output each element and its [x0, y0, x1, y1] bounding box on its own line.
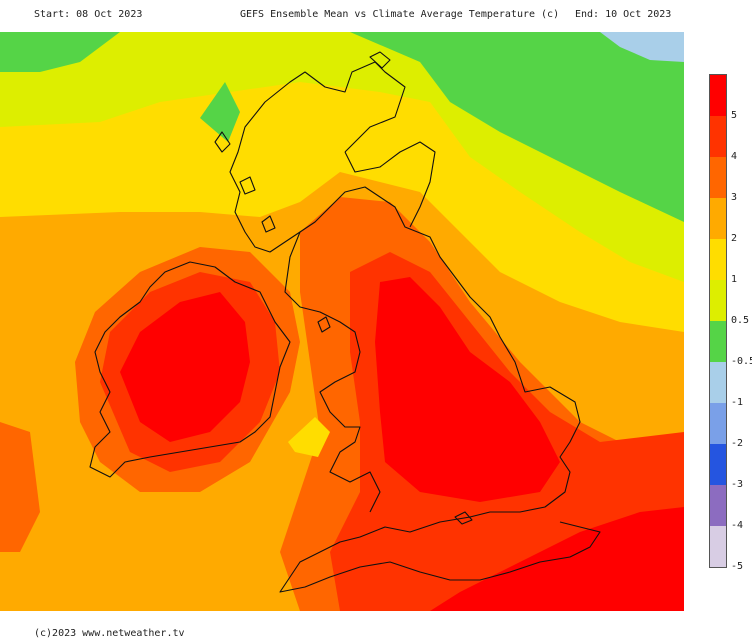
legend-tick-label: -5	[731, 561, 744, 572]
anomaly-patch-green-small	[200, 82, 240, 142]
color-scale-legend	[709, 74, 727, 568]
anomaly-band-5-plus-west	[120, 292, 250, 442]
legend-color-swatch	[710, 362, 726, 403]
coastline	[89, 51, 601, 593]
legend-tick-label: 4	[731, 151, 738, 162]
legend-color-swatch	[710, 526, 726, 567]
anomaly-band-3-4-sw	[0, 422, 40, 552]
legend-tick-label: -4	[731, 520, 744, 531]
legend-color-swatch	[710, 239, 726, 280]
legend-color-swatch	[710, 321, 726, 362]
anomaly-band-neg0.5-0.5	[0, 32, 684, 222]
legend-color-swatch	[710, 485, 726, 526]
legend-color-swatch	[710, 198, 726, 239]
legend-color-swatch	[710, 116, 726, 157]
legend-color-swatch	[710, 444, 726, 485]
end-date-label: End: 10 Oct 2023	[575, 9, 672, 20]
legend-tick-label: -1	[731, 397, 744, 408]
legend-tick-label: 2	[731, 233, 738, 244]
legend-tick-label: 5	[731, 110, 738, 121]
legend-tick-label: -0.5	[731, 356, 752, 367]
legend-color-swatch	[710, 157, 726, 198]
chart-title: GEFS Ensemble Mean vs Climate Average Te…	[240, 9, 560, 20]
legend-tick-label: 0.5	[731, 315, 750, 326]
anomaly-patch-yellow-small	[288, 417, 330, 457]
legend-tick-label: -3	[731, 479, 744, 490]
anomaly-band-5-plus-east	[375, 277, 560, 502]
legend-color-swatch	[710, 280, 726, 321]
legend-tick-label: 3	[731, 192, 738, 203]
legend-tick-label: 1	[731, 274, 738, 285]
start-date-label: Start: 08 Oct 2023	[34, 9, 143, 20]
temperature-anomaly-map	[0, 32, 684, 611]
anomaly-band-neg1-neg0.5	[600, 32, 684, 62]
legend-color-swatch	[710, 75, 726, 116]
copyright-footer: (c)2023 www.netweather.tv	[34, 628, 185, 639]
legend-color-swatch	[710, 403, 726, 444]
legend-tick-label: -2	[731, 438, 744, 449]
